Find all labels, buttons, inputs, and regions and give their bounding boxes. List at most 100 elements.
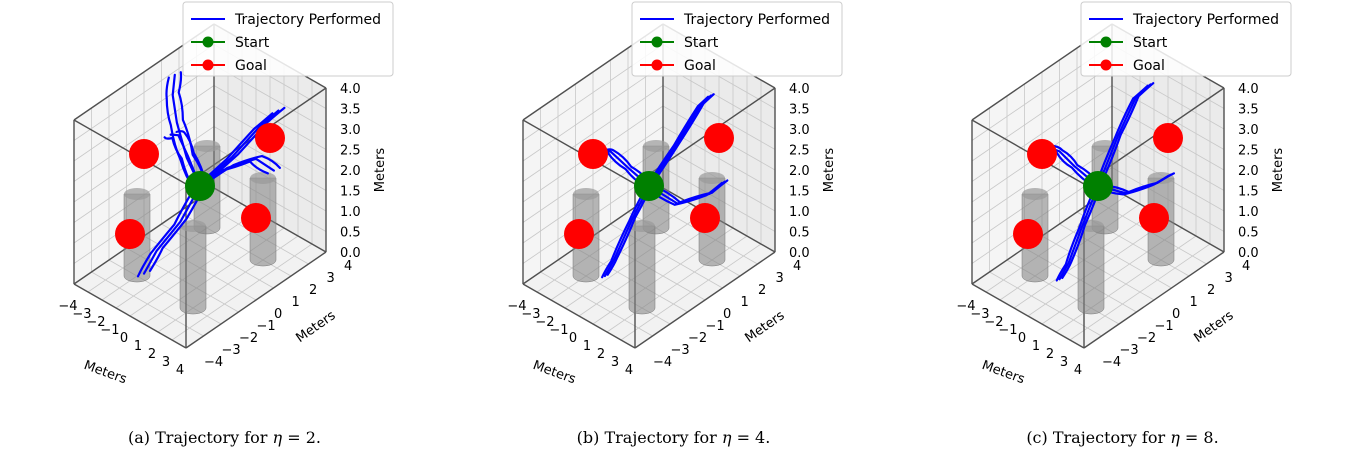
trajectory-line <box>601 186 648 279</box>
x-tick-label: 3 <box>162 355 170 370</box>
z-tick-label: 0.0 <box>340 246 361 261</box>
trajectory-line <box>163 136 196 190</box>
x-tick-label: 2 <box>148 347 156 362</box>
legend-swatch-marker <box>651 59 663 71</box>
cylinder-body <box>1077 225 1105 315</box>
x-tick-label: −1 <box>100 323 119 338</box>
z-tick-label: 2.5 <box>1238 144 1259 159</box>
x-tick-label: 4 <box>625 363 633 378</box>
grid-line <box>662 85 776 150</box>
y-tick-label: −1 <box>706 319 725 334</box>
y-tick-label: 2 <box>309 283 317 298</box>
grid-line <box>73 64 215 162</box>
x-tick-label: −2 <box>535 315 554 330</box>
trajectory-line <box>171 73 202 188</box>
x-tick-label: −3 <box>970 307 989 322</box>
subfigure-b: −4 −3 −2 −1 0 1 2 3 4 −4 −3 −2 −1 0 1 2 3 4 0.0 0.5 1.0 1.5 2.… <box>449 0 898 457</box>
obstacle-cylinder <box>628 220 656 315</box>
axes-3d: −4−3−2−101234−4−3−2−1012340.00.51.01.52.… <box>507 23 837 387</box>
x-tick-label: 1 <box>134 339 142 354</box>
caption-a-value: = 2. <box>287 428 321 447</box>
cylinder-top <box>573 188 599 200</box>
z-tick-label: 3.0 <box>789 123 810 138</box>
z-tick-label: 2.0 <box>1238 164 1259 179</box>
trajectory-line <box>650 179 729 204</box>
legend-swatch-marker <box>1100 59 1112 71</box>
y-axis-label: Meters <box>1191 308 1236 346</box>
z-tick-label: 3.5 <box>789 103 810 118</box>
trajectory-line <box>1055 186 1097 282</box>
y-tick-label: −3 <box>222 343 241 358</box>
caption-c-eta: η <box>1170 428 1180 447</box>
z-tick-label: 0.5 <box>789 226 810 241</box>
grid-line <box>522 64 664 162</box>
y-tick-label: 4 <box>1242 259 1250 274</box>
start-marker <box>634 171 664 201</box>
y-tick-label: −4 <box>204 355 223 370</box>
y-axis-label: Meters <box>742 308 787 346</box>
caption-c-prefix: (c) Trajectory for <box>1026 428 1166 447</box>
axes-3d: −4−3−2−101234−4−3−2−1012340.00.51.01.52.… <box>58 23 388 387</box>
axes-3d: −4−3−2−101234−4−3−2−1012340.00.51.01.52.… <box>956 23 1286 387</box>
x-tick-label: −4 <box>58 299 77 314</box>
x-tick-label: 0 <box>1018 331 1026 346</box>
z-tick-label: 0.0 <box>1238 246 1259 261</box>
legend-label: Trajectory Performed <box>1132 12 1279 28</box>
z-tick-label: 3.0 <box>1238 123 1259 138</box>
x-tick-label: −2 <box>86 315 105 330</box>
x-tick-label: −1 <box>549 323 568 338</box>
caption-b-prefix: (b) Trajectory for <box>576 428 717 447</box>
grid-line <box>91 271 204 337</box>
x-axis-label: Meters <box>82 358 129 387</box>
x-tick-label: −3 <box>521 307 540 322</box>
z-tick-label: 2.0 <box>789 164 810 179</box>
caption-b-value: = 4. <box>736 428 771 447</box>
goal-marker <box>1139 203 1169 233</box>
z-tick-label: 2.5 <box>789 144 810 159</box>
z-tick-label: 1.0 <box>1238 205 1259 220</box>
x-tick-label: 3 <box>611 355 619 370</box>
grid-line <box>1111 126 1225 191</box>
z-axis-label: Meters <box>1271 148 1286 193</box>
x-tick-label: −2 <box>984 315 1003 330</box>
trajectory-line <box>136 187 196 278</box>
caption-a-eta: η <box>272 428 283 447</box>
plot-c: −4−3−2−101234−4−3−2−1012340.00.51.01.52.… <box>956 1 1292 387</box>
trajectory-line <box>177 71 208 185</box>
x-tick-label: −4 <box>956 299 975 314</box>
y-tick-label: 1 <box>741 295 749 310</box>
y-tick-label: −4 <box>653 355 672 370</box>
grid-line <box>971 126 1113 223</box>
y-tick-label: 2 <box>1207 283 1215 298</box>
trajectory-line <box>1099 172 1175 194</box>
caption-b-eta: η <box>721 428 732 447</box>
goal-marker <box>1013 219 1043 249</box>
cylinder-top <box>1022 188 1048 200</box>
x-tick-label: −3 <box>72 307 91 322</box>
z-tick-label: 1.5 <box>789 185 810 200</box>
x-tick-label: −1 <box>998 323 1017 338</box>
grid-line <box>1111 85 1225 150</box>
z-tick-label: 4.0 <box>1238 82 1259 97</box>
x-tick-label: 1 <box>583 339 591 354</box>
caption-a-prefix: (a) Trajectory for <box>128 428 268 447</box>
z-tick-label: 3.5 <box>340 103 361 118</box>
trajectory-line <box>169 133 202 188</box>
x-axis-label: Meters <box>980 358 1027 387</box>
y-tick-label: 3 <box>327 271 335 286</box>
z-tick-label: 3.5 <box>1238 103 1259 118</box>
x-tick-label: 2 <box>597 347 605 362</box>
z-tick-label: 2.5 <box>340 144 361 159</box>
y-tick-label: 3 <box>776 271 784 286</box>
trajectory-line <box>606 183 653 276</box>
y-tick-label: −2 <box>1137 331 1156 346</box>
z-tick-label: 2.0 <box>340 164 361 179</box>
y-tick-label: −2 <box>688 331 707 346</box>
trajectory-line <box>204 106 286 185</box>
trajectory-line <box>165 76 196 190</box>
box-edge <box>522 283 636 349</box>
caption-c: (c) Trajectory for η = 8. <box>898 428 1347 447</box>
y-tick-label: −3 <box>671 343 690 358</box>
legend-swatch-marker <box>1100 36 1112 48</box>
caption-c-value: = 8. <box>1184 428 1219 447</box>
